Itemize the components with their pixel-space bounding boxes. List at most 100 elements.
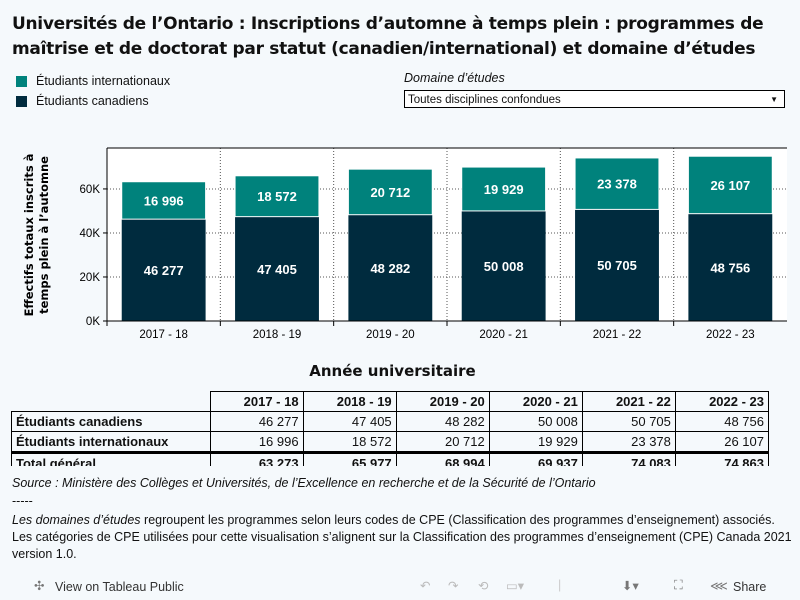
data-label: 16 996 — [144, 193, 184, 208]
note-body: regroupent les programmes selon leurs co… — [12, 513, 792, 561]
table-row: Total général 63 273 65 977 68 994 69 937 74 … — [11, 451, 770, 466]
bar-segment — [574, 157, 660, 210]
undo-icon[interactable]: ↶ — [420, 579, 431, 593]
data-label: 46 277 — [144, 263, 184, 278]
data-label: 20 712 — [370, 185, 410, 200]
data-label: 50 008 — [484, 259, 524, 274]
share-icon[interactable]: ⋘ — [710, 579, 728, 593]
column-header: 2022 - 23 — [674, 391, 770, 412]
separator: ----- — [12, 494, 33, 508]
y-axis-title-line2: temps plein à l’automne — [37, 156, 51, 314]
table-cell: 16 996 — [209, 431, 304, 453]
bar-segment — [575, 209, 659, 321]
dropdown-arrow-icon: ▼ — [770, 95, 778, 104]
share-button[interactable]: Share — [733, 580, 767, 594]
table-cell: 48 282 — [395, 411, 490, 432]
column-header: 2017 - 18 — [209, 391, 304, 412]
table-cell: 46 277 — [209, 411, 304, 432]
bar-segment — [687, 155, 773, 215]
data-label: 18 572 — [257, 189, 297, 204]
toolbar-divider: | — [558, 578, 562, 592]
y-tick-label: 60K — [80, 184, 101, 196]
download-icon[interactable]: ⬇▾ — [622, 579, 639, 593]
table-cell: 47 405 — [302, 411, 397, 432]
data-label: 26 107 — [710, 178, 750, 193]
column-header — [11, 391, 211, 412]
bar-segment — [348, 214, 433, 321]
legend-label: Étudiants internationaux — [36, 74, 171, 88]
tableau-logo-icon: ✣ — [34, 579, 45, 593]
column-header: 2019 - 20 — [395, 391, 490, 412]
table-header-row: 2017 - 18 2018 - 19 2019 - 20 2020 - 21 2021… — [11, 391, 770, 412]
page-title: Universités de l’Ontario : Inscriptions … — [12, 14, 764, 59]
bar-segment — [688, 213, 773, 321]
table-cell: 50 008 — [488, 411, 583, 432]
fullscreen-icon[interactable]: ⛶ — [674, 578, 683, 592]
column-header: 2020 - 21 — [488, 391, 583, 412]
x-tick-label: 2017 - 18 — [139, 329, 188, 341]
table-cell: 65 977 — [302, 451, 397, 466]
source-text: Source : Ministère des Collèges et Unive… — [12, 476, 596, 490]
table-cell: 23 378 — [581, 431, 676, 453]
legend-swatch — [16, 95, 27, 107]
bar-segment — [121, 181, 207, 220]
table-cell: Étudiants internationaux — [11, 431, 211, 453]
domain-filter-select[interactable]: Toutes disciplines confondues ▼ — [404, 90, 785, 108]
table-cell: Étudiants canadiens — [11, 411, 211, 432]
data-label: 19 929 — [484, 182, 524, 197]
table-cell: 50 705 — [581, 411, 676, 432]
x-tick-label: 2018 - 19 — [253, 329, 302, 341]
table-cell: 20 712 — [395, 431, 490, 453]
tableau-toolbar: ✣ View on Tableau Public ↶ ↷ ⟲ ▭▾ | ⬇▾ ⛶… — [0, 572, 800, 600]
table-cell: 74 083 — [581, 451, 676, 466]
note-italic: Les domaines d’études — [12, 513, 141, 527]
refresh-icon[interactable]: ▭▾ — [506, 579, 525, 593]
table-row: Étudiants canadiens 46 277 47 405 48 282 50 … — [11, 411, 770, 432]
table-cell: 74 863 — [674, 451, 770, 466]
data-label: 50 705 — [597, 258, 637, 273]
filter-value: Toutes disciplines confondues — [408, 94, 561, 106]
y-tick-label: 0K — [86, 316, 100, 328]
x-axis-title: Année universitaire — [309, 362, 476, 380]
table-row: Étudiants internationaux 16 996 18 572 20 7… — [11, 431, 770, 453]
summary-table-container: 2017 - 18 2018 - 19 2019 - 20 2020 - 21 2021… — [0, 391, 800, 466]
legend-swatch — [16, 75, 27, 87]
column-header: 2021 - 22 — [581, 391, 676, 412]
table-cell: 19 929 — [488, 431, 583, 453]
legend-label: Étudiants canadiens — [36, 94, 149, 108]
data-label: 47 405 — [257, 262, 297, 277]
redo-icon[interactable]: ↷ — [448, 579, 459, 593]
data-label: 23 378 — [597, 177, 637, 192]
legend-item-international[interactable]: Étudiants internationaux — [16, 74, 170, 88]
bar-segment — [121, 219, 206, 321]
bar-segment — [461, 166, 547, 212]
view-on-tableau-link[interactable]: View on Tableau Public — [55, 580, 184, 594]
table-cell: 68 994 — [395, 451, 490, 466]
x-tick-label: 2020 - 21 — [479, 329, 528, 341]
x-tick-label: 2019 - 20 — [366, 329, 415, 341]
bar-segment — [347, 168, 433, 216]
table-cell: 18 572 — [302, 431, 397, 453]
table-cell: 48 756 — [674, 411, 770, 432]
y-tick-label: 20K — [80, 272, 101, 284]
table-cell: 69 937 — [488, 451, 583, 466]
bar-segment — [235, 216, 319, 321]
table-cell: 63 273 — [209, 451, 304, 466]
data-label: 48 756 — [710, 260, 750, 275]
revert-icon[interactable]: ⟲ — [478, 579, 489, 593]
x-tick-label: 2021 - 22 — [593, 329, 642, 341]
bar-segment — [234, 175, 320, 218]
y-tick-label: 40K — [80, 228, 101, 240]
column-header: 2018 - 19 — [302, 391, 397, 412]
note-text: Les domaines d’études regroupent les pro… — [12, 512, 792, 563]
legend-item-canadian[interactable]: Étudiants canadiens — [16, 94, 149, 108]
x-tick-label: 2022 - 23 — [706, 329, 755, 341]
table-cell: 26 107 — [674, 431, 770, 453]
filter-label: Domaine d’études — [404, 71, 505, 85]
table-cell: Total général — [11, 451, 211, 466]
y-axis-title-line1: Effectifs totaux inscrits à — [22, 154, 36, 317]
bar-segment — [461, 210, 546, 321]
stacked-bar-chart: 0K 20K 40K 60K 46 277 16 996 2017 - 18 47 405 18… — [22, 147, 787, 341]
summary-table: 2017 - 18 2018 - 19 2019 - 20 2020 - 21 2021… — [11, 391, 770, 466]
data-label: 48 282 — [370, 261, 410, 276]
